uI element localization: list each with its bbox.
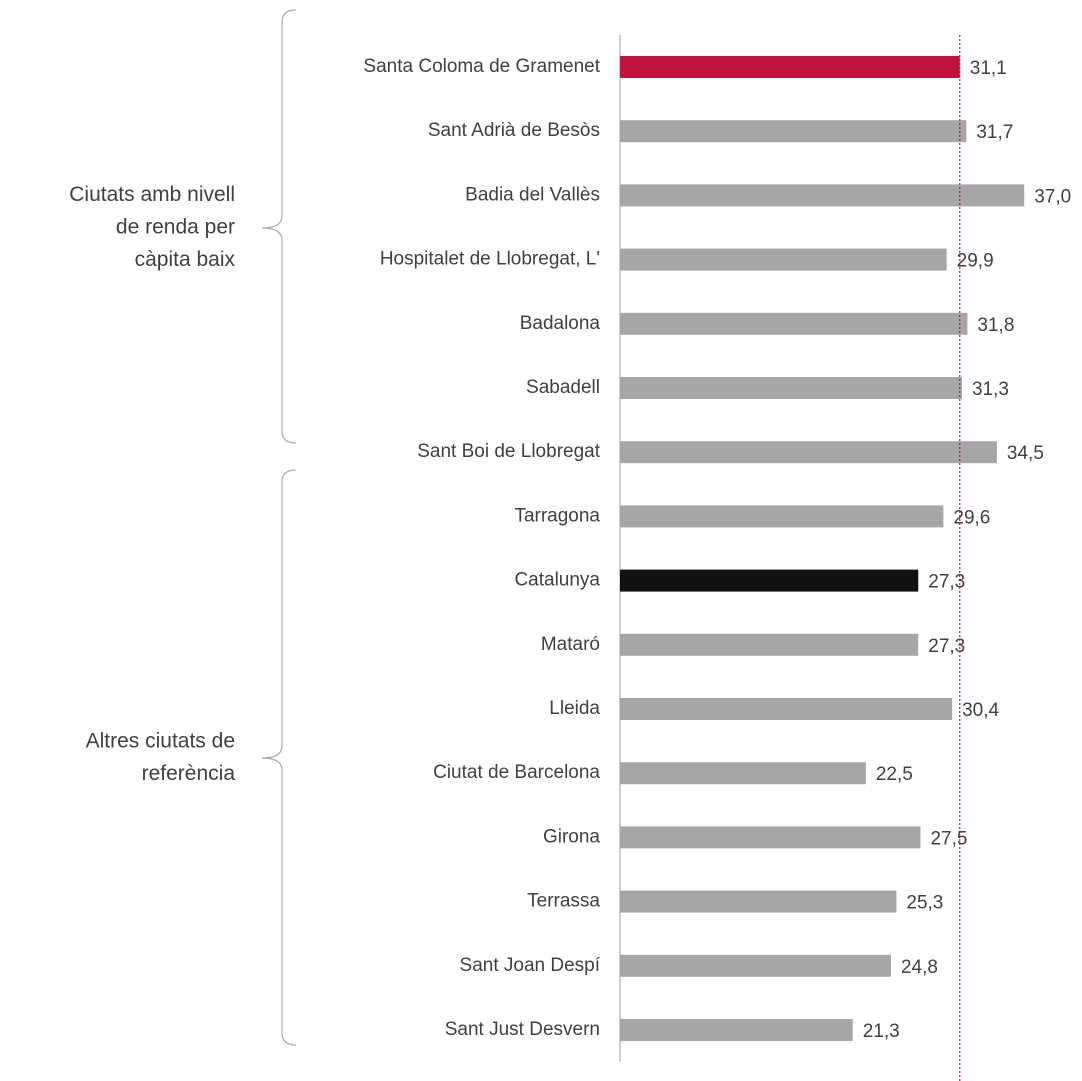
value-label: 31,8 — [977, 315, 1014, 336]
category-label: Sant Joan Despí — [460, 955, 601, 976]
value-label: 31,7 — [976, 122, 1013, 143]
bar — [620, 56, 960, 78]
group-label: càpita baix — [135, 248, 236, 271]
bar — [620, 377, 962, 399]
group-label: de renda per — [116, 216, 235, 239]
category-label: Girona — [543, 826, 600, 847]
bar — [620, 698, 953, 720]
value-label: 21,3 — [863, 1021, 900, 1042]
bar — [620, 184, 1025, 207]
bar — [620, 569, 919, 592]
value-label: 27,5 — [930, 828, 967, 849]
value-label: 30,4 — [962, 700, 999, 721]
bar — [620, 826, 921, 849]
category-label: Sabadell — [526, 377, 600, 398]
group-bracket — [261, 9, 297, 444]
category-label: Sant Adrià de Besòs — [428, 120, 600, 141]
bar — [620, 441, 997, 464]
value-label: 37,0 — [1034, 186, 1071, 207]
bar — [620, 954, 891, 977]
category-label: Sant Just Desvern — [445, 1019, 600, 1040]
group-label: referència — [142, 762, 236, 785]
category-label: Terrassa — [527, 891, 600, 912]
value-label: 24,8 — [901, 957, 938, 978]
value-label: 22,5 — [876, 764, 913, 785]
group-bracket — [261, 469, 297, 1046]
bar — [620, 248, 947, 271]
value-label: 34,5 — [1007, 443, 1044, 464]
bar — [620, 120, 967, 143]
bar — [620, 890, 897, 913]
value-label: 29,6 — [953, 507, 990, 528]
value-label: 31,3 — [972, 379, 1009, 400]
value-label: 27,3 — [928, 636, 965, 657]
bar — [620, 633, 919, 656]
value-label: 25,3 — [906, 893, 943, 914]
bar — [620, 505, 944, 528]
category-label: Lleida — [549, 698, 600, 719]
category-label: Hospitalet de Llobregat, L' — [380, 249, 600, 270]
category-label: Catalunya — [514, 570, 600, 591]
category-label: Badalona — [520, 313, 601, 334]
bar — [620, 762, 866, 785]
category-label: Sant Boi de Llobregat — [417, 441, 600, 462]
value-label: 27,3 — [928, 572, 965, 593]
bar — [620, 312, 968, 335]
category-label: Mataró — [541, 634, 600, 655]
value-label: 29,9 — [957, 251, 994, 272]
category-label: Ciutat de Barcelona — [433, 762, 600, 783]
category-label: Santa Coloma de Gramenet — [363, 56, 600, 77]
group-label: Ciutats amb nivell — [69, 183, 235, 206]
category-label: Badia del Vallès — [465, 184, 600, 205]
value-label: 31,1 — [970, 58, 1007, 79]
group-label: Altres ciutats de — [86, 729, 235, 752]
bar — [620, 1019, 853, 1041]
category-label: Tarragona — [514, 505, 600, 526]
